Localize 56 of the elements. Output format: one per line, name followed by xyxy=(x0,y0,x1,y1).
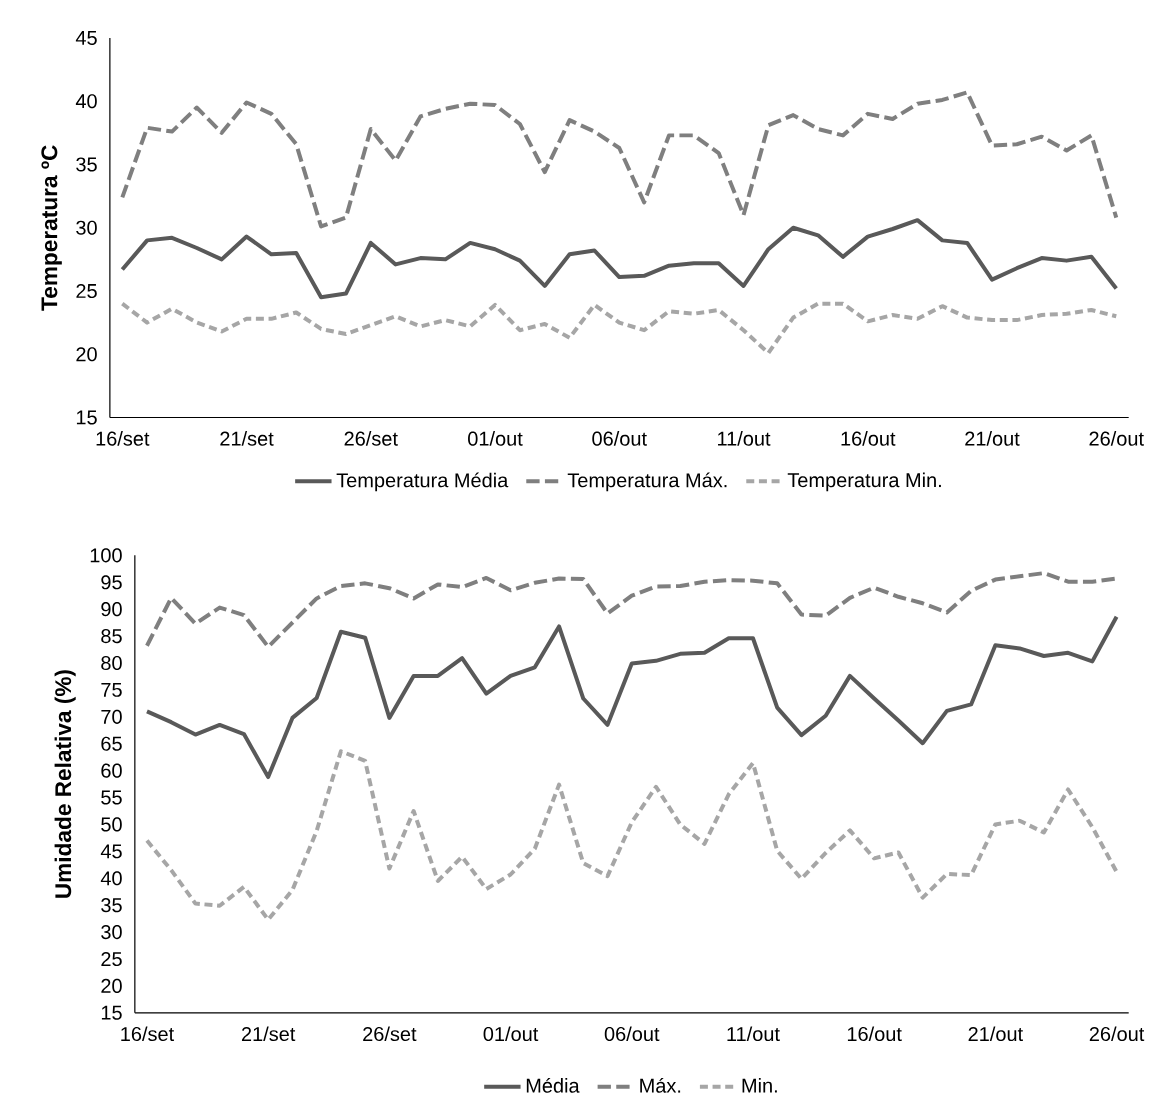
x-tick-label: 06/out xyxy=(604,1026,660,1042)
y-tick-label: 25 xyxy=(76,284,97,299)
line-series xyxy=(120,301,1119,356)
x-tick-label: 26/out xyxy=(1089,1026,1145,1042)
x-tick-label: 01/out xyxy=(468,431,523,446)
y-tick-label: 95 xyxy=(101,575,122,590)
y-tick-label: 20 xyxy=(101,978,122,994)
y-tick-label: 45 xyxy=(100,844,122,859)
x-tick-label: 21/out xyxy=(965,431,1020,446)
legend-label: Máx. xyxy=(640,1078,681,1093)
y-tick-label: 35 xyxy=(101,898,122,913)
x-tick-label: 21/set xyxy=(241,1026,296,1042)
legend-label: Temperatura Média xyxy=(336,472,509,492)
x-tick-label: 26/set xyxy=(344,431,398,446)
y-axis-title: Umidade Relativa (%) xyxy=(54,670,76,898)
x-tick-label: 16/out xyxy=(847,1026,902,1042)
y-tick-label: 60 xyxy=(101,763,122,778)
x-tick-label: 26/out xyxy=(1089,431,1144,446)
y-tick-label: 55 xyxy=(101,790,122,805)
y-tick-label: 15 xyxy=(76,410,97,425)
legend-label: Temperatura Min. xyxy=(787,472,941,492)
x-tick-label: 16/set xyxy=(121,1026,175,1042)
x-tick-label: 16/set xyxy=(96,431,150,446)
y-tick-label: 30 xyxy=(101,925,122,940)
x-tick-label: 16/out xyxy=(841,431,896,446)
y-tick-label: 35 xyxy=(76,157,97,172)
line-series xyxy=(120,218,1119,300)
legend-label: Min. xyxy=(742,1078,777,1093)
y-tick-label: 20 xyxy=(76,347,97,362)
x-tick-label: 06/out xyxy=(592,431,647,446)
x-tick-label: 11/out xyxy=(718,431,771,446)
legend-label: Temperatura Máx. xyxy=(567,472,727,492)
y-tick-label: 70 xyxy=(101,709,122,725)
y-tick-label: 85 xyxy=(101,629,122,644)
y-tick-label: 25 xyxy=(101,952,122,967)
y-tick-label: 75 xyxy=(101,683,122,697)
x-tick-label: 21/out xyxy=(968,1026,1023,1042)
y-tick-label: 45 xyxy=(75,31,97,46)
x-tick-label: 01/out xyxy=(483,1026,539,1042)
y-tick-label: 40 xyxy=(75,94,97,109)
y-tick-label: 15 xyxy=(101,1005,122,1020)
line-series xyxy=(144,614,1119,780)
y-tick-label: 40 xyxy=(100,871,122,886)
line-series xyxy=(144,749,1119,922)
x-tick-label: 21/set xyxy=(220,431,274,446)
y-tick-label: 50 xyxy=(101,817,122,832)
y-tick-label: 30 xyxy=(76,220,97,235)
x-tick-label: 11/out xyxy=(727,1026,780,1042)
line-series xyxy=(120,90,1119,229)
legend-label: Média xyxy=(526,1078,580,1093)
y-tick-label: 90 xyxy=(101,602,122,617)
y-axis-title: Temperatura ºC xyxy=(41,145,62,311)
y-tick-label: 65 xyxy=(101,736,122,751)
y-tick-label: 80 xyxy=(101,656,122,671)
y-tick-label: 100 xyxy=(90,548,122,563)
x-tick-label: 26/set xyxy=(363,1026,417,1042)
